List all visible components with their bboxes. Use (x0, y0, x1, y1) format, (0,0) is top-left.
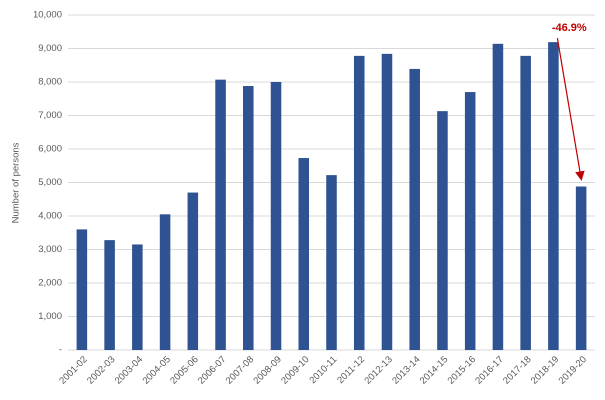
y-tick-label: 4,000 (38, 211, 62, 222)
y-tick-label: 7,000 (38, 110, 62, 121)
annotation: -46.9% (552, 22, 587, 34)
bar (326, 175, 337, 350)
x-tick-label: 2009-10 (279, 354, 311, 386)
y-tick-label: 5,000 (38, 177, 62, 188)
x-tick-label: 2007-08 (224, 354, 256, 386)
x-tick-label: 2014-15 (418, 354, 450, 386)
x-tick-label: 2003-04 (113, 354, 145, 386)
bar (437, 111, 448, 351)
x-tick-label: 2011-12 (335, 354, 367, 386)
bar (104, 240, 115, 350)
bar (409, 68, 420, 350)
bar (298, 158, 310, 350)
y-tick-label: 6,000 (38, 144, 62, 155)
y-tick-label: 10,000 (33, 10, 62, 21)
x-tick-label: 2018-19 (529, 354, 561, 386)
annotation-arrow (556, 38, 585, 181)
x-tick-label: 2016-17 (473, 354, 505, 386)
bar (159, 214, 171, 350)
y-tick-label: - (59, 345, 62, 356)
bar (270, 82, 282, 350)
x-tick-label: 2017-18 (501, 354, 533, 386)
bar (492, 43, 504, 351)
x-tick-label: 2008-09 (251, 354, 283, 386)
x-tick-label: 2002-03 (85, 354, 117, 386)
bar (132, 244, 143, 350)
y-tick-label: 2,000 (38, 278, 62, 289)
x-tick-label: 2010-11 (307, 354, 339, 386)
x-tick-label: 2006-07 (196, 354, 228, 386)
y-axis-title: Number of persons (11, 142, 22, 223)
bar (76, 229, 88, 350)
bar (381, 53, 393, 351)
x-tick-label: 2015-16 (446, 354, 478, 386)
bar (548, 42, 559, 350)
bar (353, 55, 365, 351)
bar (187, 192, 199, 350)
x-tick-label: 2012-13 (362, 354, 394, 386)
bar (575, 186, 587, 350)
x-tick-label: 2019-20 (557, 354, 589, 386)
y-tick-label: 9,000 (38, 43, 62, 54)
y-tick-label: 8,000 (38, 77, 62, 88)
bar (215, 79, 226, 350)
x-tick-label: 2013-14 (390, 354, 422, 386)
bar (243, 86, 254, 351)
bar (520, 55, 531, 351)
y-tick-label: 3,000 (38, 244, 62, 255)
y-tick-label: 1,000 (38, 311, 62, 322)
x-tick-label: 2005-06 (168, 354, 200, 386)
x-tick-label: 2001-02 (57, 354, 89, 386)
bar (464, 92, 476, 351)
x-tick-label: 2004-05 (141, 354, 173, 386)
